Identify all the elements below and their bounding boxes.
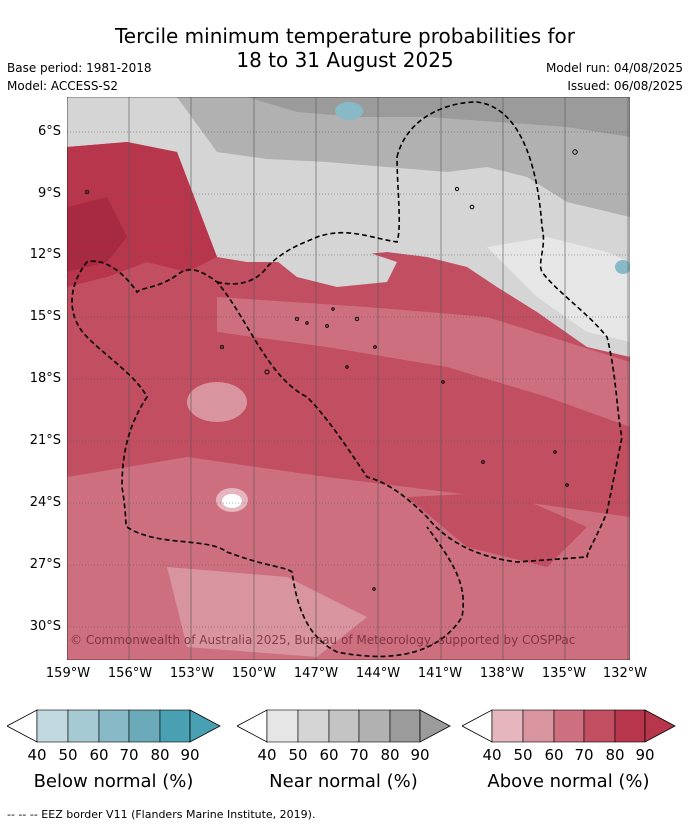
lat-label-30s: 30°S — [29, 619, 61, 634]
colorbar-near-normal — [237, 709, 451, 743]
meta-left: Base period: 1981-2018 Model: ACCESS-S2 — [7, 59, 152, 95]
eez-footnote: -- -- -- EEZ border V11 (Flanders Marine… — [7, 808, 316, 821]
ticks-above-normal: 40 50 60 70 80 90 — [482, 746, 655, 764]
near-normal-40-region — [487, 237, 630, 342]
colorbar-segment — [389, 709, 421, 743]
legend-above-normal: 40 50 60 70 80 90 — [462, 708, 677, 764]
colorbar-segment — [522, 709, 555, 743]
above-normal-50-south — [167, 567, 367, 657]
colorbar-below-normal — [7, 709, 221, 743]
eez-border — [71, 101, 623, 658]
legend-title-above: Above normal (%) — [487, 771, 650, 792]
ticks-below-normal: 40 50 60 70 80 90 — [27, 746, 200, 764]
lon-label-135w: 135°W — [541, 666, 587, 681]
colorbar-segment — [266, 709, 299, 743]
lat-label-21s: 21°S — [29, 433, 61, 448]
near-normal-island — [237, 232, 397, 287]
lon-label-138w: 138°W — [479, 666, 525, 681]
legend-below-normal: 40 50 60 70 80 90 — [7, 708, 222, 764]
below-normal-patch-2 — [615, 260, 630, 274]
title-line-1: Tercile minimum temperature probabilitie… — [114, 24, 576, 48]
title-line-2: 18 to 31 August 2025 — [236, 48, 454, 72]
model-name: Model: ACCESS-S2 — [7, 79, 119, 93]
legend-near-normal: 40 50 60 70 80 90 — [237, 708, 452, 764]
copyright-notice: © Commonwealth of Australia 2025, Bureau… — [70, 633, 576, 647]
colorbar-segment — [297, 709, 330, 743]
white-patch — [222, 494, 242, 508]
lon-label-150w: 150°W — [231, 666, 277, 681]
near-normal-70-region — [177, 97, 630, 217]
legend-title-below: Below normal (%) — [33, 771, 194, 792]
colorbar-segment — [583, 709, 616, 743]
colorbar-segment — [36, 709, 69, 743]
lon-label-153w: 153°W — [169, 666, 215, 681]
probability-map — [67, 97, 630, 660]
colorbar-segment — [491, 709, 524, 743]
colorbar-segment — [614, 709, 646, 743]
lon-label-144w: 144°W — [355, 666, 401, 681]
meta-right: Model run: 04/08/2025 Issued: 06/08/2025 — [546, 59, 683, 95]
lon-label-147w: 147°W — [293, 666, 339, 681]
above-normal-90-west — [67, 197, 127, 272]
colorbar-segment — [128, 709, 161, 743]
ticks-near-normal: 40 50 60 70 80 90 — [257, 746, 430, 764]
lon-label-141w: 141°W — [417, 666, 463, 681]
colorbar-segment — [98, 709, 130, 743]
above-normal-70-south — [407, 492, 587, 567]
lon-label-156w: 156°W — [107, 666, 153, 681]
islands — [85, 149, 578, 591]
colorbar-segment — [553, 709, 585, 743]
above-normal-50-patch — [187, 382, 247, 422]
lat-label-18s: 18°S — [29, 371, 61, 386]
model-run: Model run: 04/08/2025 — [545, 61, 683, 75]
issued-date: Issued: 06/08/2025 — [567, 79, 683, 93]
colorbar-segment — [328, 709, 360, 743]
lat-label-9s: 9°S — [37, 186, 61, 201]
lat-label-12s: 12°S — [29, 247, 61, 262]
colorbar-segment — [358, 709, 391, 743]
lat-grid — [67, 131, 630, 628]
lon-label-159w: 159°W — [45, 666, 91, 681]
colorbar-segment — [159, 709, 191, 743]
map-title: Tercile minimum temperature probabilitie… — [0, 24, 690, 72]
below-normal-patch-1 — [335, 102, 363, 120]
lon-grid — [67, 97, 629, 660]
lon-label-132w: 132°W — [602, 666, 648, 681]
lat-label-15s: 15°S — [29, 309, 61, 324]
lat-label-6s: 6°S — [37, 124, 61, 139]
base-period: Base period: 1981-2018 — [7, 61, 152, 75]
colorbar-segment — [67, 709, 100, 743]
lat-label-24s: 24°S — [29, 495, 61, 510]
map-canvas — [67, 97, 630, 660]
lat-label-27s: 27°S — [29, 557, 61, 572]
legend-title-near: Near normal (%) — [269, 771, 418, 792]
above-normal-60-band — [217, 297, 630, 427]
colorbar-above-normal — [462, 709, 676, 743]
